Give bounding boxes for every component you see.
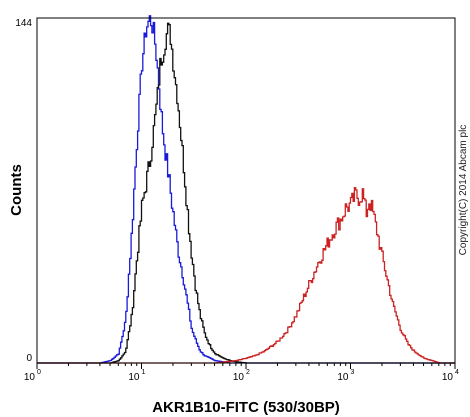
x-axis-ticks: 10 0 10 1 10 2 10 3 10 4 xyxy=(24,363,459,383)
x-tick-label-base: 10 xyxy=(128,372,140,383)
x-tick-label-base: 10 xyxy=(337,372,349,383)
x-tick-label-base: 10 xyxy=(233,372,245,383)
y-axis-ticks: 0 144 xyxy=(15,18,32,364)
y-axis-title: Counts xyxy=(8,164,25,216)
x-tick-label-exponent: 1 xyxy=(142,369,146,376)
x-tick-label-exponent: 2 xyxy=(246,369,250,376)
copyright-annotation: Copyright(C) 2014 Abcam plc xyxy=(458,125,469,256)
x-tick-label-exponent: 4 xyxy=(455,369,459,376)
y-tick-label: 0 xyxy=(26,353,32,364)
x-tick-label-exponent: 0 xyxy=(37,369,41,376)
x-tick-label-base: 10 xyxy=(442,372,454,383)
x-axis-title: AKR1B10-FITC (530/30BP) xyxy=(152,399,340,416)
y-tick-label: 144 xyxy=(15,18,32,29)
x-tick-label-exponent: 3 xyxy=(351,369,355,376)
x-tick-label-base: 10 xyxy=(24,372,36,383)
